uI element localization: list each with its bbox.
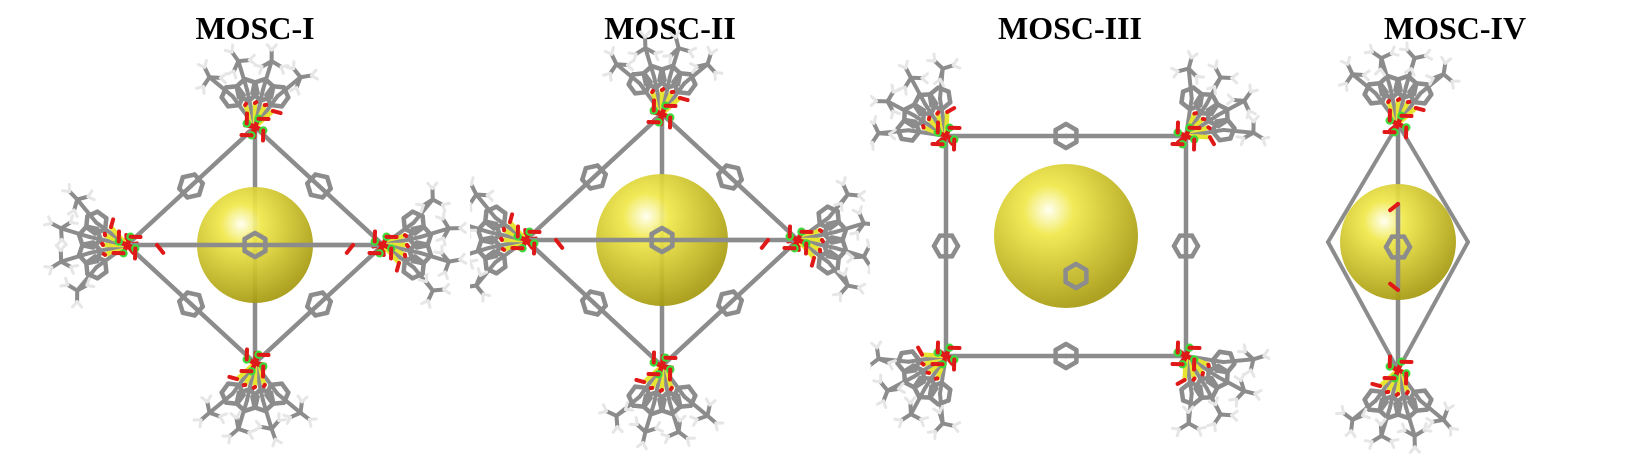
panel-title: MOSC-IV (1383, 10, 1527, 46)
framework-front (1335, 41, 1461, 454)
molecular-structure-mosc-2 (470, 29, 870, 451)
framework-back (931, 121, 1201, 371)
panel-mosc-3: MOSC-III (870, 0, 1270, 463)
panel-title: MOSC-II (604, 10, 736, 46)
panel-mosc-2: MOSC-II (470, 0, 870, 463)
framework-front (470, 29, 870, 451)
cavity-sphere (994, 164, 1138, 308)
panel-mosc-1: MOSC-I (40, 0, 470, 463)
panel-title: MOSC-I (195, 10, 315, 46)
panel-title: MOSC-III (997, 10, 1142, 46)
framework-front (870, 50, 1270, 440)
molecular-structure-mosc-1 (43, 43, 468, 448)
molecular-structure-mosc-4 (1326, 41, 1470, 454)
framework-front (43, 43, 468, 448)
molecular-structure-mosc-3 (870, 50, 1270, 440)
panel-mosc-4: MOSC-IV (1290, 0, 1620, 463)
